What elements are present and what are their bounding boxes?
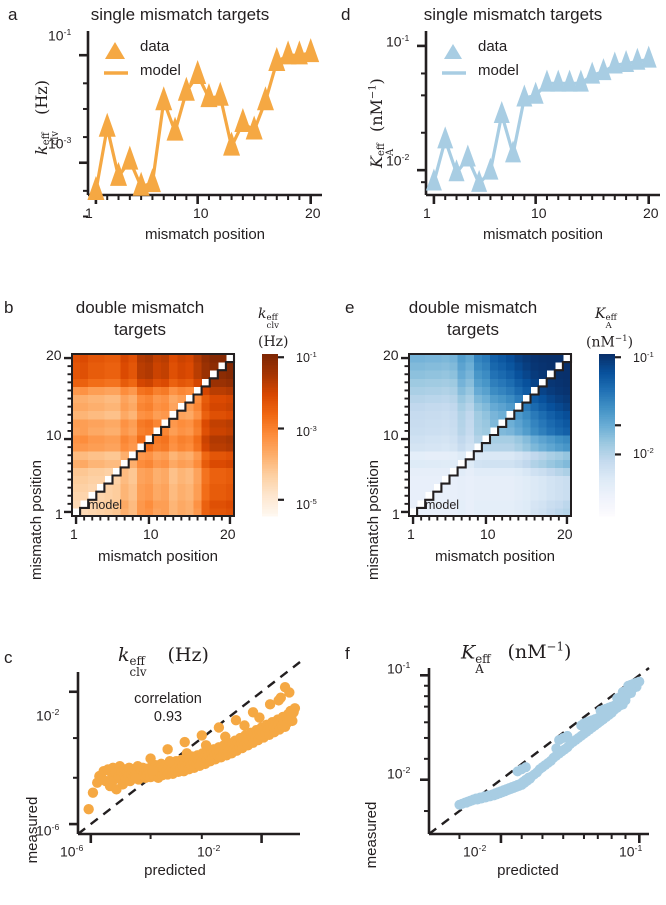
panel-d-label: d [341, 5, 351, 24]
panel-b-xtick-10: 10 [143, 526, 159, 542]
panel-c-title-main: k [118, 644, 130, 666]
panel-b: b double mismatch targets mismatch posit… [0, 290, 333, 590]
panel-b-xtick-20: 20 [220, 526, 236, 542]
panel-f-ytick-1: 10-2 [387, 765, 411, 782]
panel-d-title: single mismatch targets [423, 5, 603, 24]
panel-e-xtick-10: 10 [480, 526, 496, 542]
panel-e-cbar-unit: (nM−1) [586, 334, 634, 351]
panel-f-ytick-0: 10-1 [387, 660, 411, 677]
panel-d-plot [417, 31, 660, 204]
panel-e-ytick-20: 20 [383, 347, 399, 363]
panel-a-legend-model: model [140, 62, 181, 79]
panel-a: a single mismatch targets k eff clv (Hz) 10… [0, 0, 333, 250]
panel-f-title-unit: (nM−1) [507, 640, 572, 664]
panel-c-xtick-1: 10-2 [197, 843, 221, 860]
panel-b-title-line2: targets [114, 320, 166, 339]
panel-a-ytick-0: 10-1 [48, 27, 72, 44]
panel-f-xlabel: predicted [497, 862, 559, 879]
panel-b-cbar-sub: clv [266, 320, 280, 331]
panel-d-xlabel: mismatch position [482, 226, 604, 243]
panel-c-title-sup: eff [129, 654, 145, 669]
panel-b-ytick-1: 1 [55, 506, 63, 522]
panel-b-title-line1: double mismatch [75, 298, 205, 317]
panel-e-cbar-tick-0: 10-1 [633, 350, 654, 366]
panel-d-xtick-0: 1 [423, 205, 431, 221]
panel-a-plot [79, 31, 322, 218]
panel-a-title: single mismatch targets [90, 5, 270, 24]
panel-e-xtick-1: 1 [407, 526, 415, 542]
panel-f-title-main: K [461, 641, 476, 664]
panel-d-ytick-1: 10-2 [386, 152, 410, 169]
panel-e-cbar-sub: A [605, 320, 612, 331]
panel-b-cbar-main: k [258, 306, 267, 322]
panel-c-annotation-line1: correlation [134, 691, 202, 707]
panel-a-xtick-0: 1 [85, 205, 93, 221]
panel-a-xtick-2: 20 [305, 205, 321, 221]
panel-e-ytick-1: 1 [392, 506, 400, 522]
panel-e-xtick-20: 20 [557, 526, 573, 542]
panel-b-xtick-1: 1 [70, 526, 78, 542]
panel-e-xlabel: mismatch position [434, 548, 556, 565]
panel-b-cbar-tick-2: 10-5 [296, 497, 317, 513]
panel-b-cbar-sup: eff [266, 313, 278, 324]
panel-c-xtick-0: 10-6 [60, 843, 84, 860]
panel-e-heatmap [401, 353, 621, 524]
panel-e-cbar-sup: eff [605, 313, 617, 324]
panel-d-legend-model: model [478, 62, 519, 79]
panel-a-legend-data: data [140, 38, 170, 55]
panel-f-title-sup: eff [475, 651, 491, 666]
panel-e-label: e [345, 298, 355, 317]
panel-b-cbar-unit: (Hz) [258, 334, 289, 350]
panel-c-plot [69, 661, 301, 843]
panel-f-plot [420, 667, 650, 843]
panel-b-ytick-10: 10 [46, 427, 62, 443]
panel-a-label: a [8, 5, 18, 24]
panel-d-xtick-2: 20 [643, 205, 659, 221]
panel-b-heatmap [64, 353, 284, 524]
panel-c-xlabel: predicted [144, 862, 206, 879]
panel-f-xtick-0: 10-2 [463, 843, 487, 860]
panel-f-title-sub: A [475, 662, 484, 677]
panel-b-ytick-20: 20 [46, 347, 62, 363]
panel-a-xlabel: mismatch position [144, 226, 266, 243]
panel-e-title-line2: targets [447, 320, 499, 339]
panel-d-xtick-1: 10 [531, 205, 547, 221]
panel-c-annotation-line2: 0.93 [153, 709, 183, 726]
panel-a-xtick-1: 10 [193, 205, 209, 221]
panel-c-ytick-0: 10-2 [36, 707, 60, 724]
panel-c-ytick-1: 10-6 [36, 822, 60, 839]
panel-d-ytick-0: 10-1 [386, 33, 410, 50]
panel-e: e double mismatch targets mismatch posit… [333, 290, 666, 590]
panel-f-label: f [345, 644, 350, 663]
panel-c-title-sub: clv [129, 664, 147, 679]
panel-b-cbar-tick-1: 10-3 [296, 424, 317, 440]
panel-e-ytick-10: 10 [383, 427, 399, 443]
panel-c-label: c [4, 648, 13, 667]
panel-e-title-line1: double mismatch [408, 298, 538, 317]
panel-a-legend-marks [104, 42, 128, 75]
panel-b-cbar-tick-0: 10-1 [296, 350, 317, 366]
panel-b-xlabel: mismatch position [97, 548, 219, 565]
panel-f-xtick-1: 10-1 [619, 843, 643, 860]
panel-c-title: k eff clv (Hz) [118, 644, 209, 679]
panel-e-cbar-tick-1: 10-2 [633, 446, 654, 462]
panel-c: c k eff clv (Hz) measured correlation 0.93 … [0, 600, 333, 880]
panel-d-legend-marks [442, 44, 466, 75]
panel-a-ytick-1: 10-3 [48, 135, 72, 152]
panel-c-title-unit: (Hz) [167, 644, 209, 666]
panel-d-legend-data: data [478, 38, 508, 55]
panel-b-cbar-label: k eff clv [258, 306, 293, 331]
panel-b-label: b [4, 298, 14, 317]
panel-e-model-tag: model [425, 498, 460, 512]
panel-b-model-tag: model [88, 498, 123, 512]
panel-e-cbar-main: K [595, 306, 606, 322]
